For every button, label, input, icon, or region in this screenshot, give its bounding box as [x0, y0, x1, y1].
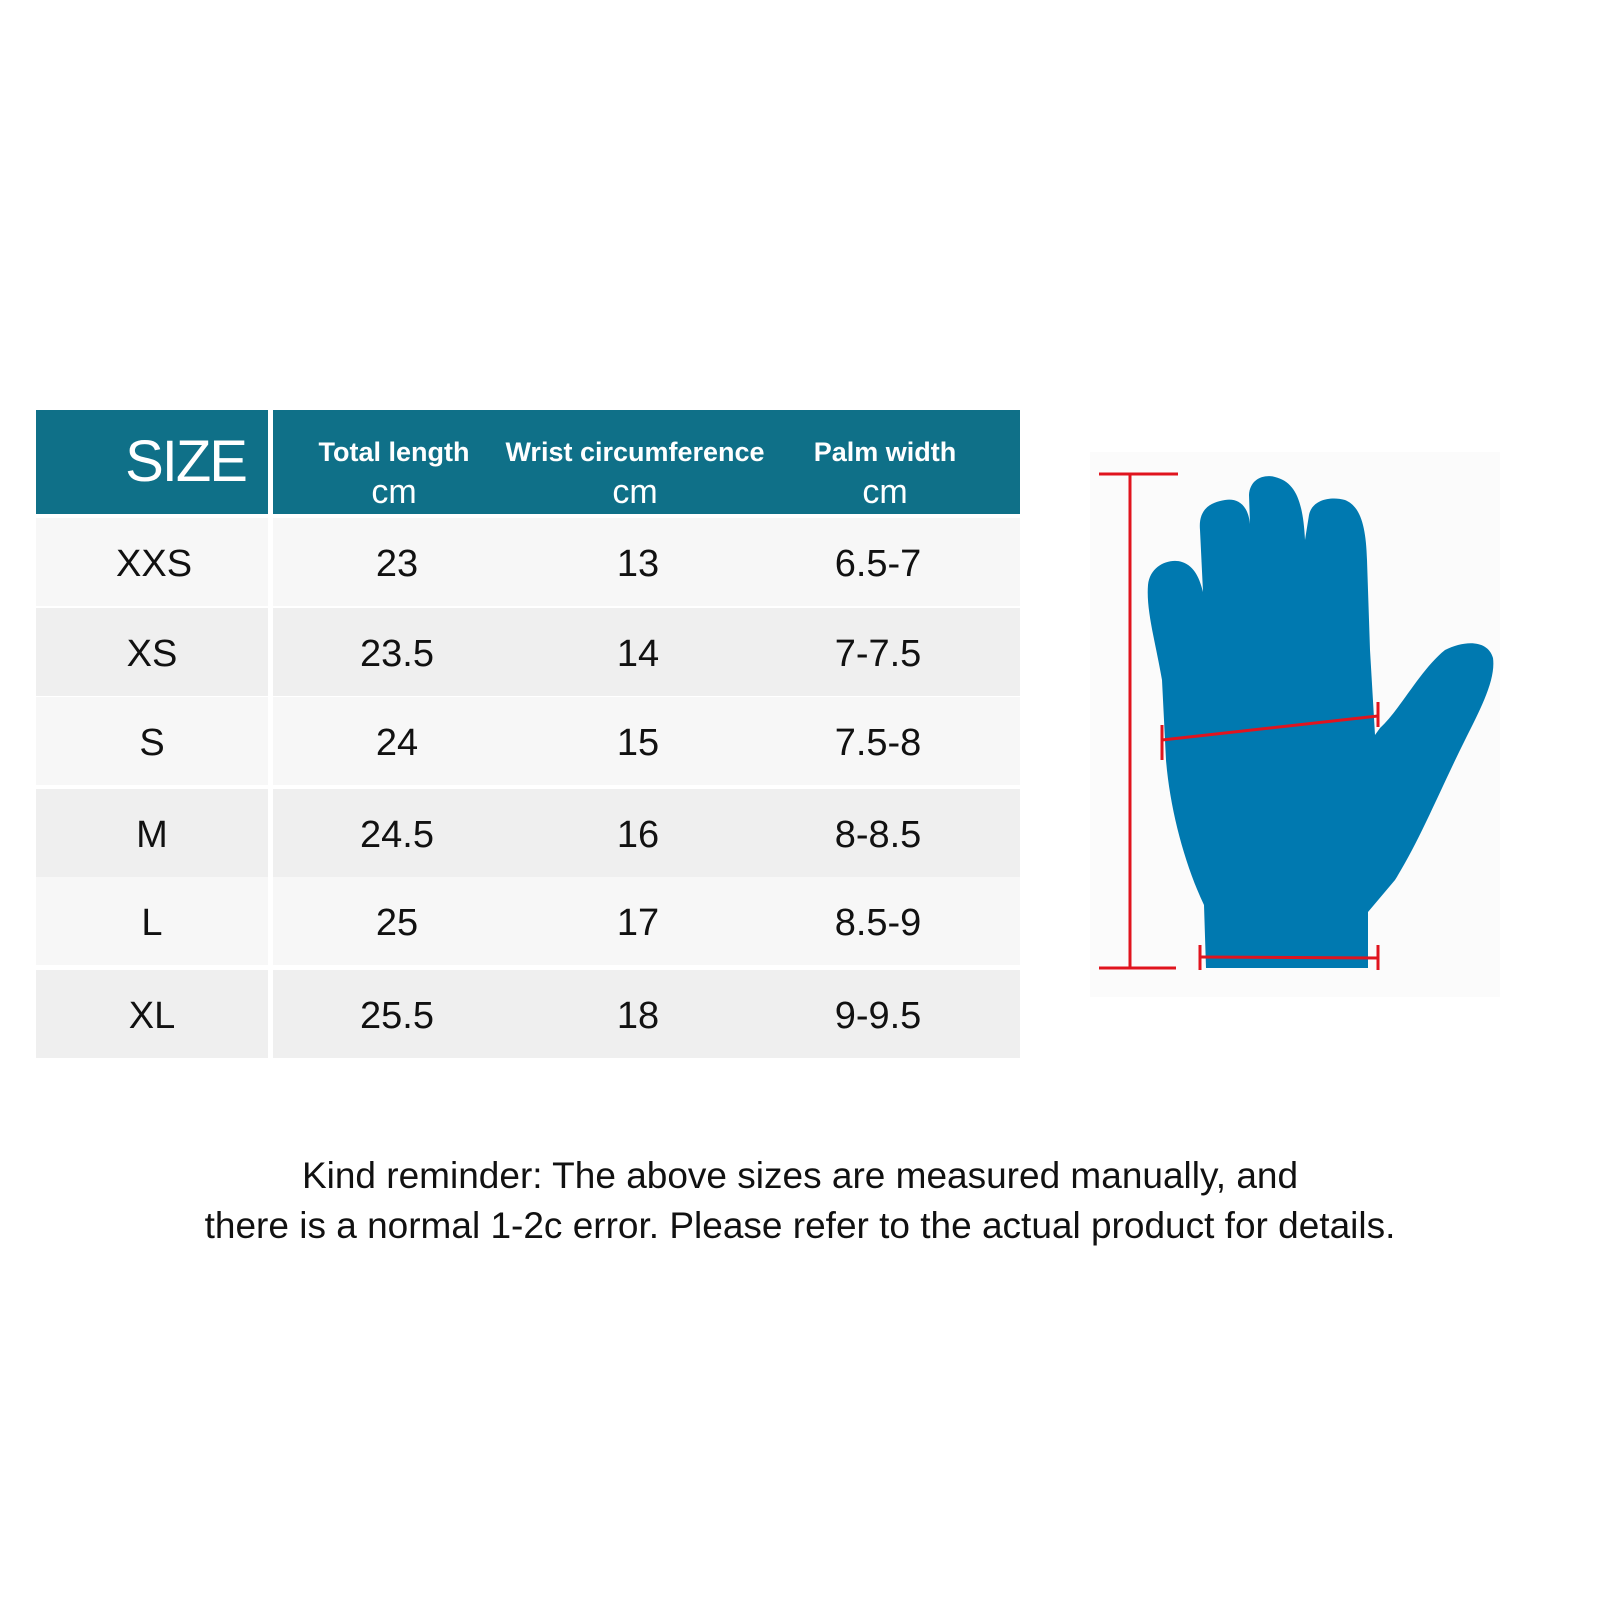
- palm-width-cell: 9-9.5: [834, 995, 922, 1037]
- total-length-cell: 24.5: [360, 814, 434, 856]
- column-label: Wrist circumference: [505, 437, 765, 467]
- values-background: [273, 518, 1020, 606]
- values-background: [273, 789, 1020, 877]
- wrist-cell: 13: [616, 543, 660, 585]
- total-length-cell: 25: [375, 902, 419, 944]
- palm-width-cell: 7-7.5: [834, 633, 922, 675]
- size-cell: M: [36, 789, 268, 877]
- wrist-cell: 16: [616, 814, 660, 856]
- palm-width-cell: 7.5-8: [834, 722, 922, 764]
- total-length-cell: 23: [375, 543, 419, 585]
- size-cell: XL: [36, 970, 268, 1058]
- table-row: XS 23.5 14 7-7.5: [36, 608, 1020, 696]
- total-length-cell: 23.5: [360, 633, 434, 675]
- length-measure-icon: [1099, 472, 1178, 970]
- column-header-total-length: Total length cm: [264, 432, 524, 512]
- column-unit: cm: [371, 473, 417, 511]
- palm-width-cell: 8-8.5: [834, 814, 922, 856]
- values-background: [273, 697, 1020, 785]
- wrist-measure-icon: [1198, 945, 1380, 970]
- values-background: [273, 877, 1020, 965]
- measurement-header: Total length cm Wrist circumference cm P…: [273, 410, 1020, 514]
- size-label: XS: [126, 633, 178, 675]
- column-unit: cm: [612, 473, 658, 511]
- column-header-palm-width: Palm width cm: [755, 432, 1015, 512]
- palm-width-cell: 8.5-9: [834, 902, 922, 944]
- column-header-wrist: Wrist circumference cm: [505, 432, 765, 512]
- values-background: [273, 970, 1020, 1058]
- column-unit: cm: [862, 473, 908, 511]
- size-header-cell: SIZE: [36, 410, 268, 514]
- size-cell: L: [36, 877, 268, 965]
- table-row: S 24 15 7.5-8: [36, 697, 1020, 785]
- total-length-cell: 25.5: [360, 995, 434, 1037]
- size-cell: XS: [36, 608, 268, 696]
- reminder-line-1: Kind reminder: The above sizes are measu…: [301, 1155, 1299, 1196]
- column-label: Total length: [318, 437, 470, 467]
- table-row: XXS 23 13 6.5-7: [36, 518, 1020, 606]
- size-header: SIZE: [125, 429, 248, 494]
- total-length-cell: 24: [375, 722, 419, 764]
- palm-width-measure-icon: [1160, 702, 1380, 760]
- values-background: [273, 608, 1020, 696]
- table-row: XL 25.5 18 9-9.5: [36, 970, 1020, 1058]
- table-row: M 24.5 16 8-8.5: [36, 789, 1020, 877]
- size-cell: S: [36, 697, 268, 785]
- palm-width-cell: 6.5-7: [834, 543, 922, 585]
- size-cell: XXS: [36, 518, 268, 606]
- size-label: XL: [128, 995, 176, 1037]
- size-label: S: [139, 722, 165, 764]
- size-label: L: [141, 902, 163, 944]
- wrist-cell: 18: [616, 995, 660, 1037]
- wrist-cell: 15: [616, 722, 660, 764]
- column-label: Palm width: [813, 437, 957, 467]
- size-label: XXS: [116, 543, 193, 585]
- wrist-cell: 14: [616, 633, 660, 675]
- table-row: L 25 17 8.5-9: [36, 877, 1020, 965]
- wrist-cell: 17: [616, 902, 660, 944]
- size-label: M: [136, 814, 168, 856]
- reminder-line-2: there is a normal 1-2c error. Please ref…: [204, 1205, 1396, 1246]
